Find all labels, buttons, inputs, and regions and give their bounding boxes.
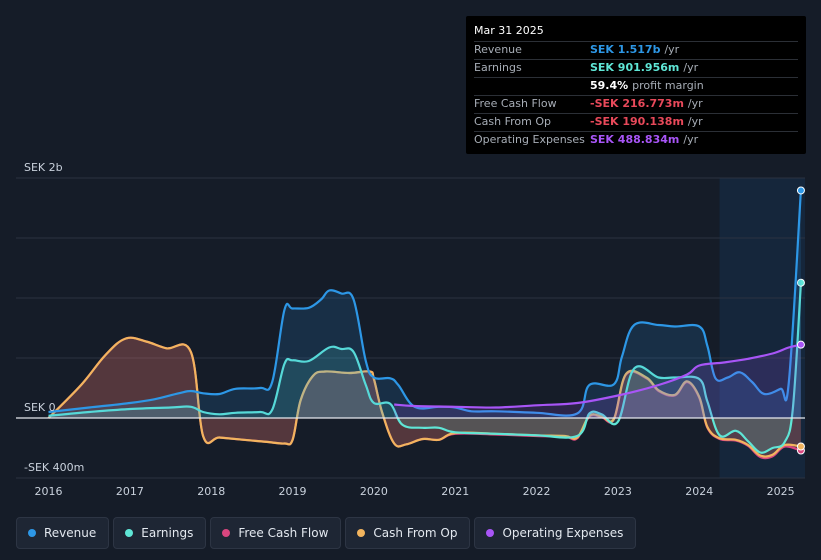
legend-label: Operating Expenses bbox=[502, 526, 624, 540]
tooltip-row-unit: /yr bbox=[687, 115, 703, 128]
series-line-operating-expenses bbox=[394, 343, 802, 409]
tooltip-row: Free Cash Flow -SEK 216.773m/yr bbox=[474, 95, 798, 113]
tooltip-row-unit: /yr bbox=[683, 133, 699, 146]
tooltip-rows: Revenue SEK 1.517b/yr Earnings SEK 901.956m… bbox=[474, 41, 798, 149]
series-area-operating-expenses bbox=[394, 344, 801, 418]
x-tick-label: 2018 bbox=[197, 485, 225, 498]
tooltip-row-label: Free Cash Flow bbox=[474, 97, 557, 110]
tooltip-row-unit: /yr bbox=[683, 61, 699, 74]
tooltip-row-label: Revenue bbox=[474, 43, 522, 56]
legend-item-earnings[interactable]: Earnings bbox=[113, 517, 207, 549]
x-tick-label: 2019 bbox=[279, 485, 307, 498]
x-tick-label: 2024 bbox=[685, 485, 713, 498]
tooltip-row-value: 59.4% bbox=[590, 79, 629, 92]
tooltip-row-unit: /yr bbox=[687, 97, 703, 110]
legend-item-cash-from-op[interactable]: Cash From Op bbox=[345, 517, 471, 549]
tooltip-row-label: Operating Expenses bbox=[474, 133, 585, 146]
chart-series bbox=[47, 186, 805, 460]
legend-dot-icon bbox=[222, 529, 231, 537]
series-line-revenue bbox=[48, 190, 802, 417]
series-line-cash-from-op bbox=[47, 336, 802, 458]
x-tick-label: 2023 bbox=[604, 485, 632, 498]
tooltip-row-value: SEK 488.834m bbox=[590, 133, 680, 146]
y-tick-label: SEK 2b bbox=[24, 161, 63, 174]
legend-item-free-cash-flow[interactable]: Free Cash Flow bbox=[210, 517, 342, 549]
legend-item-operating-expenses[interactable]: Operating Expenses bbox=[474, 517, 637, 549]
x-tick-label: 2021 bbox=[441, 485, 469, 498]
y-tick-label: -SEK 400m bbox=[24, 461, 84, 474]
legend: Revenue Earnings Free Cash Flow Cash From O… bbox=[16, 517, 637, 549]
tooltip-row-value: SEK 901.956m bbox=[590, 61, 680, 74]
legend-dot-icon bbox=[125, 529, 134, 537]
series-area-cash-from-op bbox=[48, 337, 801, 457]
tooltip: Mar 31 2025 Revenue SEK 1.517b/yr Earnings… bbox=[466, 16, 806, 154]
chart-background bbox=[16, 177, 805, 479]
legend-dot-icon bbox=[486, 529, 495, 537]
x-tick-label: 2017 bbox=[116, 485, 144, 498]
legend-dot-icon bbox=[357, 529, 366, 537]
x-tick-label: 2022 bbox=[523, 485, 551, 498]
x-tick-label: 2016 bbox=[35, 485, 63, 498]
tooltip-row: 59.4% profit margin bbox=[474, 77, 798, 95]
tooltip-row: Operating Expenses SEK 488.834m/yr bbox=[474, 131, 798, 149]
tooltip-row-label: Cash From Op bbox=[474, 115, 552, 128]
tooltip-row-label bbox=[474, 78, 590, 95]
legend-label: Revenue bbox=[44, 526, 97, 540]
tooltip-row-unit: profit margin bbox=[632, 79, 704, 92]
tooltip-row: Earnings SEK 901.956m/yr bbox=[474, 59, 798, 77]
series-endpoint-cash-from-op bbox=[796, 442, 805, 451]
tooltip-date: Mar 31 2025 bbox=[474, 24, 544, 37]
chart-axes: SEK 2b SEK 0 -SEK 400m 2016 2017 2018 2019 2020… bbox=[16, 161, 805, 498]
y-tick-label: SEK 0 bbox=[24, 401, 56, 414]
legend-label: Cash From Op bbox=[373, 526, 458, 540]
tooltip-row: Cash From Op -SEK 190.138m/yr bbox=[474, 113, 798, 131]
legend-item-revenue[interactable]: Revenue bbox=[16, 517, 110, 549]
tooltip-row-unit: /yr bbox=[664, 43, 680, 56]
legend-label: Free Cash Flow bbox=[238, 526, 329, 540]
legend-dot-icon bbox=[28, 529, 36, 537]
legend-label: Earnings bbox=[141, 526, 194, 540]
series-area-free-cash-flow bbox=[48, 337, 801, 459]
tooltip-row-value: -SEK 190.138m bbox=[590, 115, 684, 128]
series-area-revenue bbox=[48, 190, 801, 418]
tooltip-row-value: SEK 1.517b bbox=[590, 43, 661, 56]
series-endpoint-revenue bbox=[796, 186, 805, 195]
x-tick-label: 2025 bbox=[767, 485, 795, 498]
series-line-earnings bbox=[48, 282, 802, 454]
x-tick-label: 2020 bbox=[360, 485, 388, 498]
tooltip-row-value: -SEK 216.773m bbox=[590, 97, 684, 110]
series-endpoint-earnings bbox=[796, 278, 805, 287]
tooltip-row: Revenue SEK 1.517b/yr bbox=[474, 41, 798, 59]
series-endpoint-operating-expenses bbox=[796, 340, 805, 349]
tooltip-row-label: Earnings bbox=[474, 61, 522, 74]
